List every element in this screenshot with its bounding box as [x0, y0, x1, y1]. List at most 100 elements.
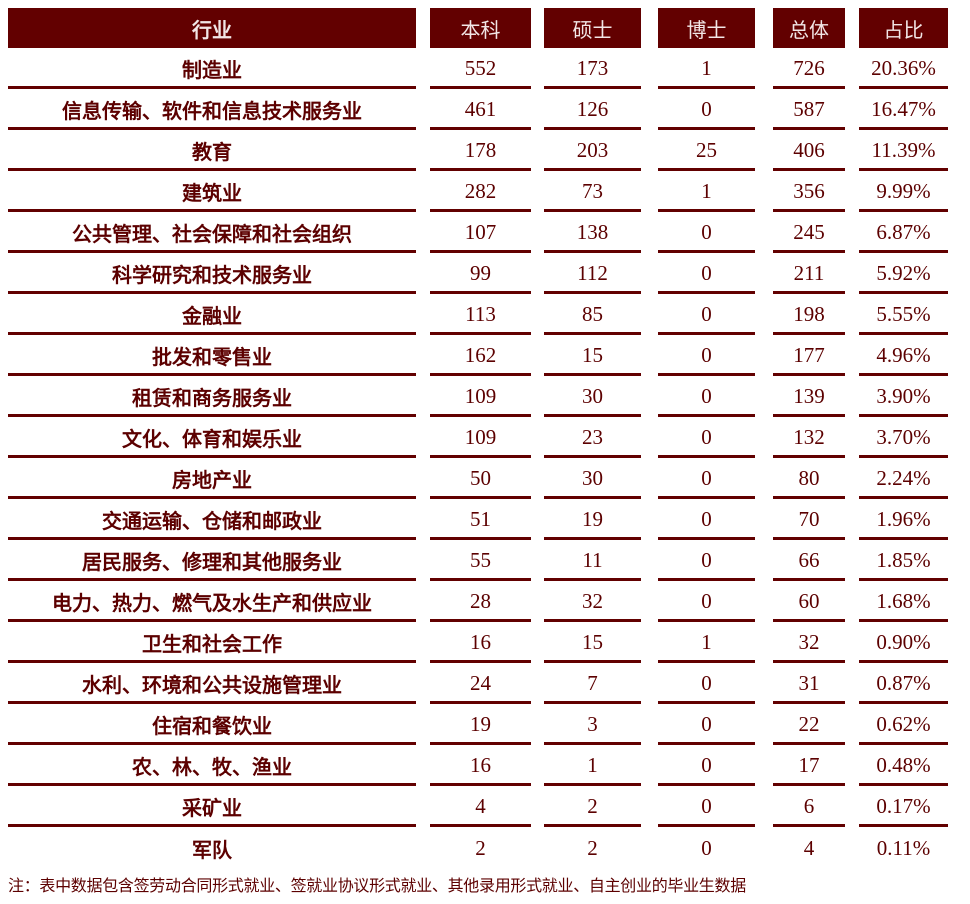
total-cell: 17 — [773, 745, 845, 786]
industry-cell: 文化、体育和娱乐业 — [8, 417, 416, 458]
bachelor-cell: 50 — [430, 458, 531, 499]
doctor-cell: 0 — [658, 294, 755, 335]
bachelor-cell: 178 — [430, 130, 531, 171]
bachelor-cell: 552 — [430, 48, 531, 89]
table-row: 房地产业 50 30 0 80 2.24% — [8, 458, 948, 499]
doctor-cell: 0 — [658, 786, 755, 827]
total-cell: 132 — [773, 417, 845, 458]
share-cell: 3.90% — [859, 376, 948, 417]
master-cell: 30 — [544, 376, 641, 417]
total-cell: 726 — [773, 48, 845, 89]
master-cell: 173 — [544, 48, 641, 89]
doctor-cell: 0 — [658, 663, 755, 704]
industry-cell: 交通运输、仓储和邮政业 — [8, 499, 416, 540]
doctor-cell: 1 — [658, 171, 755, 212]
total-cell: 22 — [773, 704, 845, 745]
total-cell: 60 — [773, 581, 845, 622]
doctor-cell: 0 — [658, 335, 755, 376]
total-cell: 66 — [773, 540, 845, 581]
table-row: 卫生和社会工作 16 15 1 32 0.90% — [8, 622, 948, 663]
total-cell: 177 — [773, 335, 845, 376]
industry-cell: 制造业 — [8, 48, 416, 89]
bachelor-cell: 461 — [430, 89, 531, 130]
doctor-cell: 0 — [658, 376, 755, 417]
bachelor-cell: 4 — [430, 786, 531, 827]
share-cell: 0.11% — [876, 836, 931, 860]
share-cell: 5.92% — [859, 253, 948, 294]
share-cell: 3.70% — [859, 417, 948, 458]
doctor-cell: 0 — [658, 704, 755, 745]
master-cell: 23 — [544, 417, 641, 458]
industry-cell: 居民服务、修理和其他服务业 — [8, 540, 416, 581]
table-row: 租赁和商务服务业 109 30 0 139 3.90% — [8, 376, 948, 417]
share-cell: 0.48% — [859, 745, 948, 786]
industry-cell: 信息传输、软件和信息技术服务业 — [8, 89, 416, 130]
doctor-cell: 25 — [658, 130, 755, 171]
master-cell: 7 — [544, 663, 641, 704]
industry-cell: 卫生和社会工作 — [8, 622, 416, 663]
table-row: 住宿和餐饮业 19 3 0 22 0.62% — [8, 704, 948, 745]
bachelor-cell: 28 — [430, 581, 531, 622]
header-master: 硕士 — [544, 8, 641, 48]
total-cell: 32 — [773, 622, 845, 663]
table-row: 金融业 113 85 0 198 5.55% — [8, 294, 948, 335]
master-cell: 138 — [544, 212, 641, 253]
share-cell: 5.55% — [859, 294, 948, 335]
industry-cell: 军队 — [192, 838, 232, 862]
share-cell: 0.90% — [859, 622, 948, 663]
bachelor-cell: 109 — [430, 376, 531, 417]
master-cell: 203 — [544, 130, 641, 171]
bachelor-cell: 19 — [430, 704, 531, 745]
industry-cell: 公共管理、社会保障和社会组织 — [8, 212, 416, 253]
share-cell: 2.24% — [859, 458, 948, 499]
master-cell: 15 — [544, 335, 641, 376]
share-cell: 0.87% — [859, 663, 948, 704]
bachelor-cell: 16 — [430, 622, 531, 663]
master-cell: 30 — [544, 458, 641, 499]
master-cell: 2 — [587, 836, 598, 860]
doctor-cell: 0 — [701, 836, 712, 860]
table-row: 批发和零售业 162 15 0 177 4.96% — [8, 335, 948, 376]
industry-cell: 农、林、牧、渔业 — [8, 745, 416, 786]
share-cell: 1.68% — [859, 581, 948, 622]
doctor-cell: 0 — [658, 499, 755, 540]
table-row: 采矿业 4 2 0 6 0.17% — [8, 786, 948, 827]
table-row: 交通运输、仓储和邮政业 51 19 0 70 1.96% — [8, 499, 948, 540]
header-bachelor: 本科 — [430, 8, 531, 48]
table-row: 信息传输、软件和信息技术服务业 461 126 0 587 16.47% — [8, 89, 948, 130]
table-row: 科学研究和技术服务业 99 112 0 211 5.92% — [8, 253, 948, 294]
doctor-cell: 0 — [658, 745, 755, 786]
bachelor-cell: 107 — [430, 212, 531, 253]
bachelor-cell: 162 — [430, 335, 531, 376]
bachelor-cell: 282 — [430, 171, 531, 212]
master-cell: 126 — [544, 89, 641, 130]
industry-employment-table: 行业 本科 硕士 博士 总体 占比 制造业 552 173 1 726 20.3… — [8, 8, 948, 868]
doctor-cell: 0 — [658, 89, 755, 130]
master-cell: 73 — [544, 171, 641, 212]
industry-cell: 水利、环境和公共设施管理业 — [8, 663, 416, 704]
share-cell: 1.96% — [859, 499, 948, 540]
total-cell: 80 — [773, 458, 845, 499]
doctor-cell: 0 — [658, 253, 755, 294]
table-row: 军队 2 2 0 4 0.11% — [8, 827, 948, 868]
doctor-cell: 0 — [658, 417, 755, 458]
bachelor-cell: 2 — [475, 836, 486, 860]
table-footnote: 注：表中数据包含签劳动合同形式就业、签就业协议形式就业、其他录用形式就业、自主创… — [8, 876, 746, 895]
total-cell: 406 — [773, 130, 845, 171]
total-cell: 211 — [773, 253, 845, 294]
share-cell: 20.36% — [859, 48, 948, 89]
bachelor-cell: 99 — [430, 253, 531, 294]
total-cell: 31 — [773, 663, 845, 704]
industry-cell: 教育 — [8, 130, 416, 171]
doctor-cell: 0 — [658, 581, 755, 622]
share-cell: 9.99% — [859, 171, 948, 212]
master-cell: 2 — [544, 786, 641, 827]
bachelor-cell: 16 — [430, 745, 531, 786]
bachelor-cell: 109 — [430, 417, 531, 458]
master-cell: 32 — [544, 581, 641, 622]
table-row: 教育 178 203 25 406 11.39% — [8, 130, 948, 171]
table-row: 公共管理、社会保障和社会组织 107 138 0 245 6.87% — [8, 212, 948, 253]
total-cell: 245 — [773, 212, 845, 253]
industry-cell: 电力、热力、燃气及水生产和供应业 — [8, 581, 416, 622]
header-total: 总体 — [773, 8, 845, 48]
